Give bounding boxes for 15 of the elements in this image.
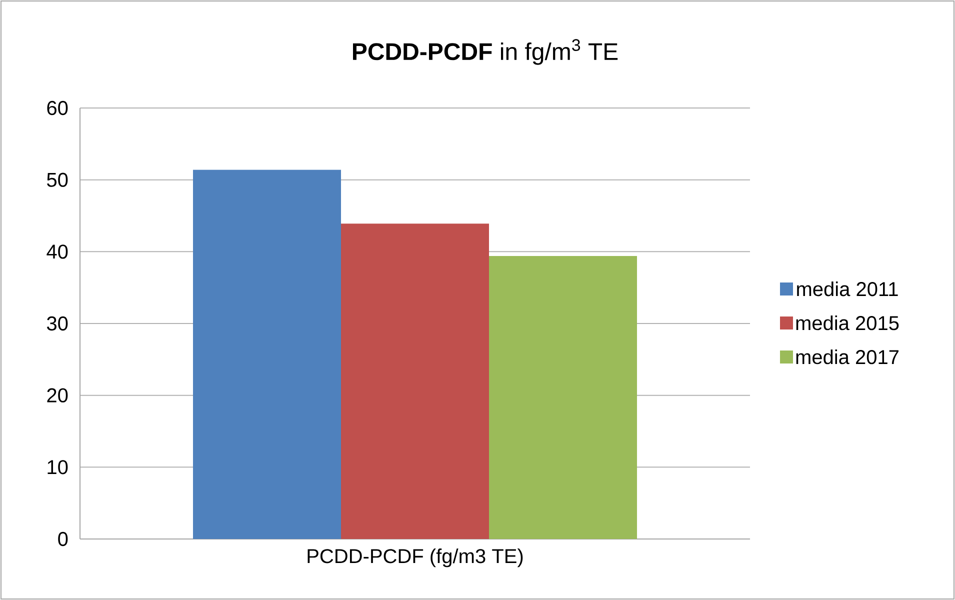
legend-label: media 2015 xyxy=(796,316,899,330)
legend-label: media 2011 xyxy=(797,282,898,296)
y-tick-label: 10 xyxy=(48,460,68,474)
y-tick-label: 20 xyxy=(47,388,68,402)
chart-title: PCDD-PCDF in fg/m$^{3}$ TE xyxy=(353,39,618,65)
y-tick-label: 0 xyxy=(58,532,68,546)
bar xyxy=(193,170,341,539)
bar xyxy=(489,256,638,539)
y-tick-label: 50 xyxy=(47,172,68,187)
bar xyxy=(341,224,490,539)
x-tick-label: PCDD-PCDF (fg/m3 TE) xyxy=(308,548,523,568)
y-tick-label: 30 xyxy=(46,316,68,331)
legend-label: media 2017 xyxy=(796,350,898,364)
y-tick-label: 60 xyxy=(47,100,68,116)
y-tick-label: 40 xyxy=(46,244,68,259)
